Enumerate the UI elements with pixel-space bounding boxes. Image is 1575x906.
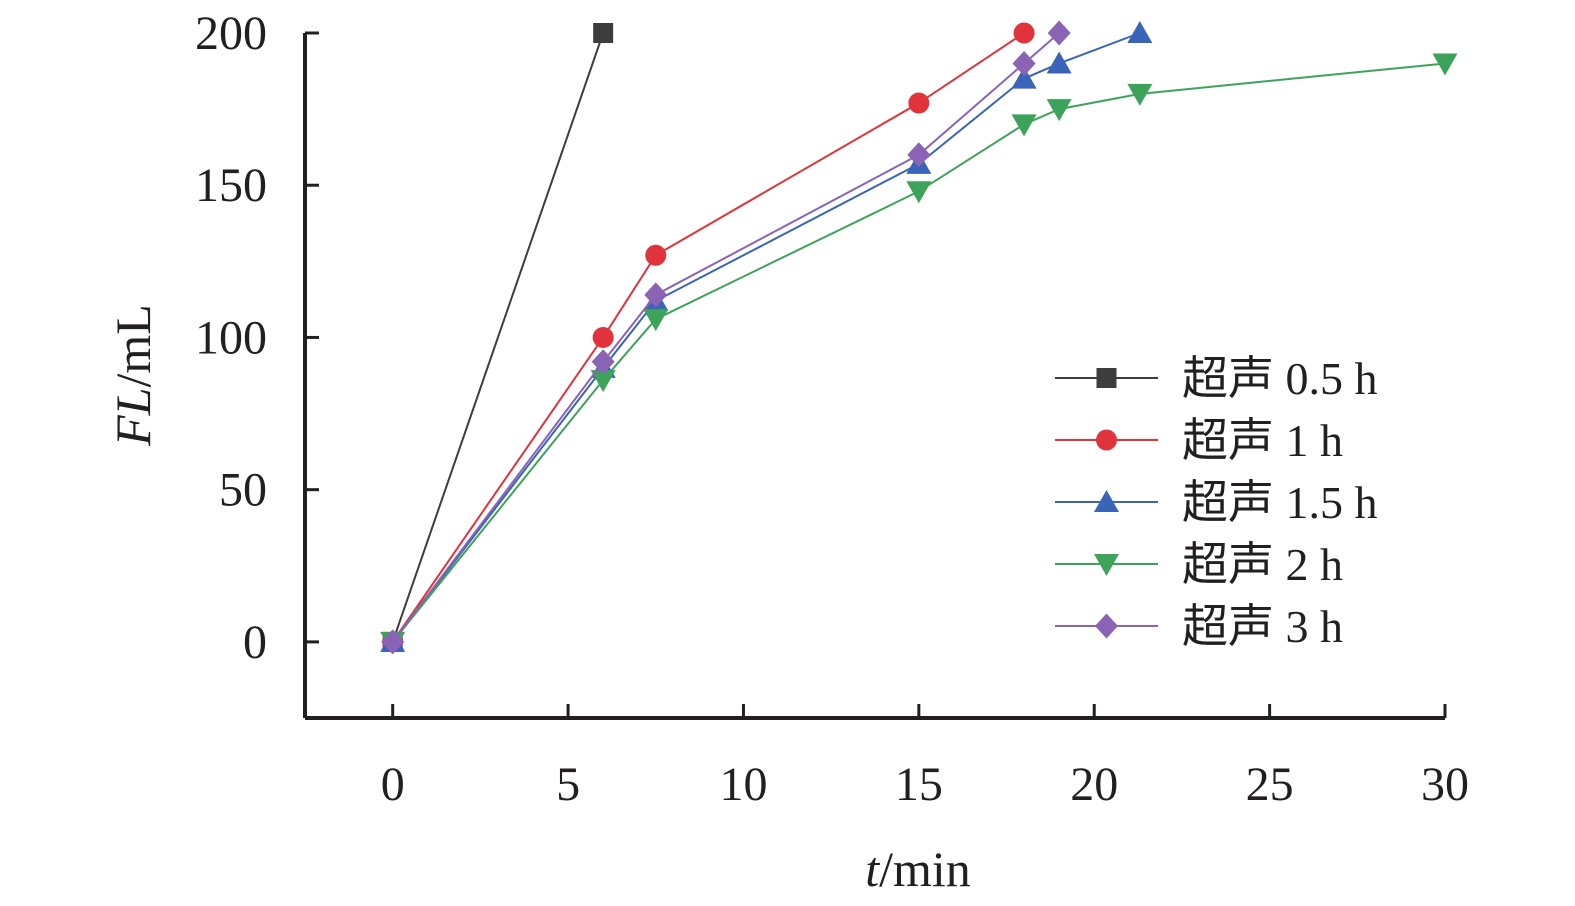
x-tick-label: 25 — [1246, 758, 1294, 811]
series-line — [391, 32, 605, 643]
series-layer — [380, 20, 1458, 655]
legend-marker — [1096, 368, 1117, 388]
series-3 — [380, 53, 1458, 654]
data-point — [381, 629, 405, 655]
data-point — [591, 349, 615, 375]
series-line — [391, 62, 1446, 643]
legend-item: 超声 1.5 h — [1055, 477, 1378, 528]
data-point — [1012, 50, 1036, 76]
y-tick-label: 0 — [243, 616, 267, 669]
y-axis-title: FL/mL — [105, 304, 161, 447]
legend: 超声 0.5 h 超声 1 h 超声 1.5 h 超声 2 h 超声 3 h — [1055, 353, 1378, 652]
x-tick-label: 20 — [1070, 758, 1118, 811]
data-point — [1047, 20, 1071, 46]
y-tick-label: 50 — [219, 464, 267, 517]
y-tick-label: 200 — [195, 7, 267, 60]
legend-marker — [1094, 490, 1119, 512]
x-tick-label: 0 — [381, 758, 405, 811]
data-point — [907, 142, 931, 168]
series-line — [391, 32, 1025, 643]
series-4 — [381, 20, 1071, 655]
data-point — [1046, 99, 1072, 122]
data-point — [643, 309, 669, 332]
data-point — [906, 181, 932, 204]
data-point — [1011, 66, 1037, 89]
data-point — [1127, 83, 1153, 106]
legend-marker — [1095, 613, 1118, 639]
data-point — [1011, 114, 1037, 137]
data-point — [592, 326, 614, 348]
x-tick-label: 15 — [895, 758, 943, 811]
legend-item: 超声 3 h — [1055, 601, 1343, 652]
legend-item: 超声 2 h — [1055, 539, 1343, 590]
legend-marker — [1096, 429, 1117, 451]
x-tick-label: 5 — [556, 758, 580, 811]
data-point — [1432, 53, 1458, 76]
series-2 — [380, 21, 1153, 652]
x-axis-variable: t — [865, 841, 880, 897]
y-axis-variable: FL — [105, 387, 161, 446]
x-tick-label: 10 — [719, 758, 767, 811]
axes: 0 50 100 150 200 0 5 10 15 20 25 30 — [195, 7, 1469, 811]
legend-label: 超声 0.5 h — [1182, 353, 1378, 404]
series-0 — [382, 23, 614, 652]
series-1 — [382, 22, 1035, 653]
legend-item: 超声 0.5 h — [1055, 353, 1378, 404]
legend-item: 超声 1 h — [1055, 415, 1343, 466]
y-axis-unit: /mL — [105, 304, 161, 387]
data-point — [593, 23, 614, 43]
legend-label: 超声 3 h — [1182, 601, 1343, 652]
y-tick-label: 100 — [195, 311, 267, 364]
data-point — [590, 370, 616, 393]
data-point — [644, 282, 668, 308]
x-axis-unit: /min — [879, 841, 971, 897]
legend-marker — [1094, 554, 1119, 576]
x-tick-label: 30 — [1421, 758, 1469, 811]
data-point — [908, 92, 930, 114]
data-point — [645, 244, 667, 266]
series-line — [391, 32, 1060, 643]
legend-label: 超声 1 h — [1182, 415, 1343, 466]
legend-label: 超声 2 h — [1182, 539, 1343, 590]
data-point — [1013, 22, 1035, 44]
data-point — [1046, 51, 1072, 74]
x-axis-title: t/min — [865, 841, 971, 897]
data-point — [1127, 21, 1153, 43]
y-tick-label: 150 — [195, 159, 267, 212]
legend-label: 超声 1.5 h — [1182, 477, 1378, 528]
